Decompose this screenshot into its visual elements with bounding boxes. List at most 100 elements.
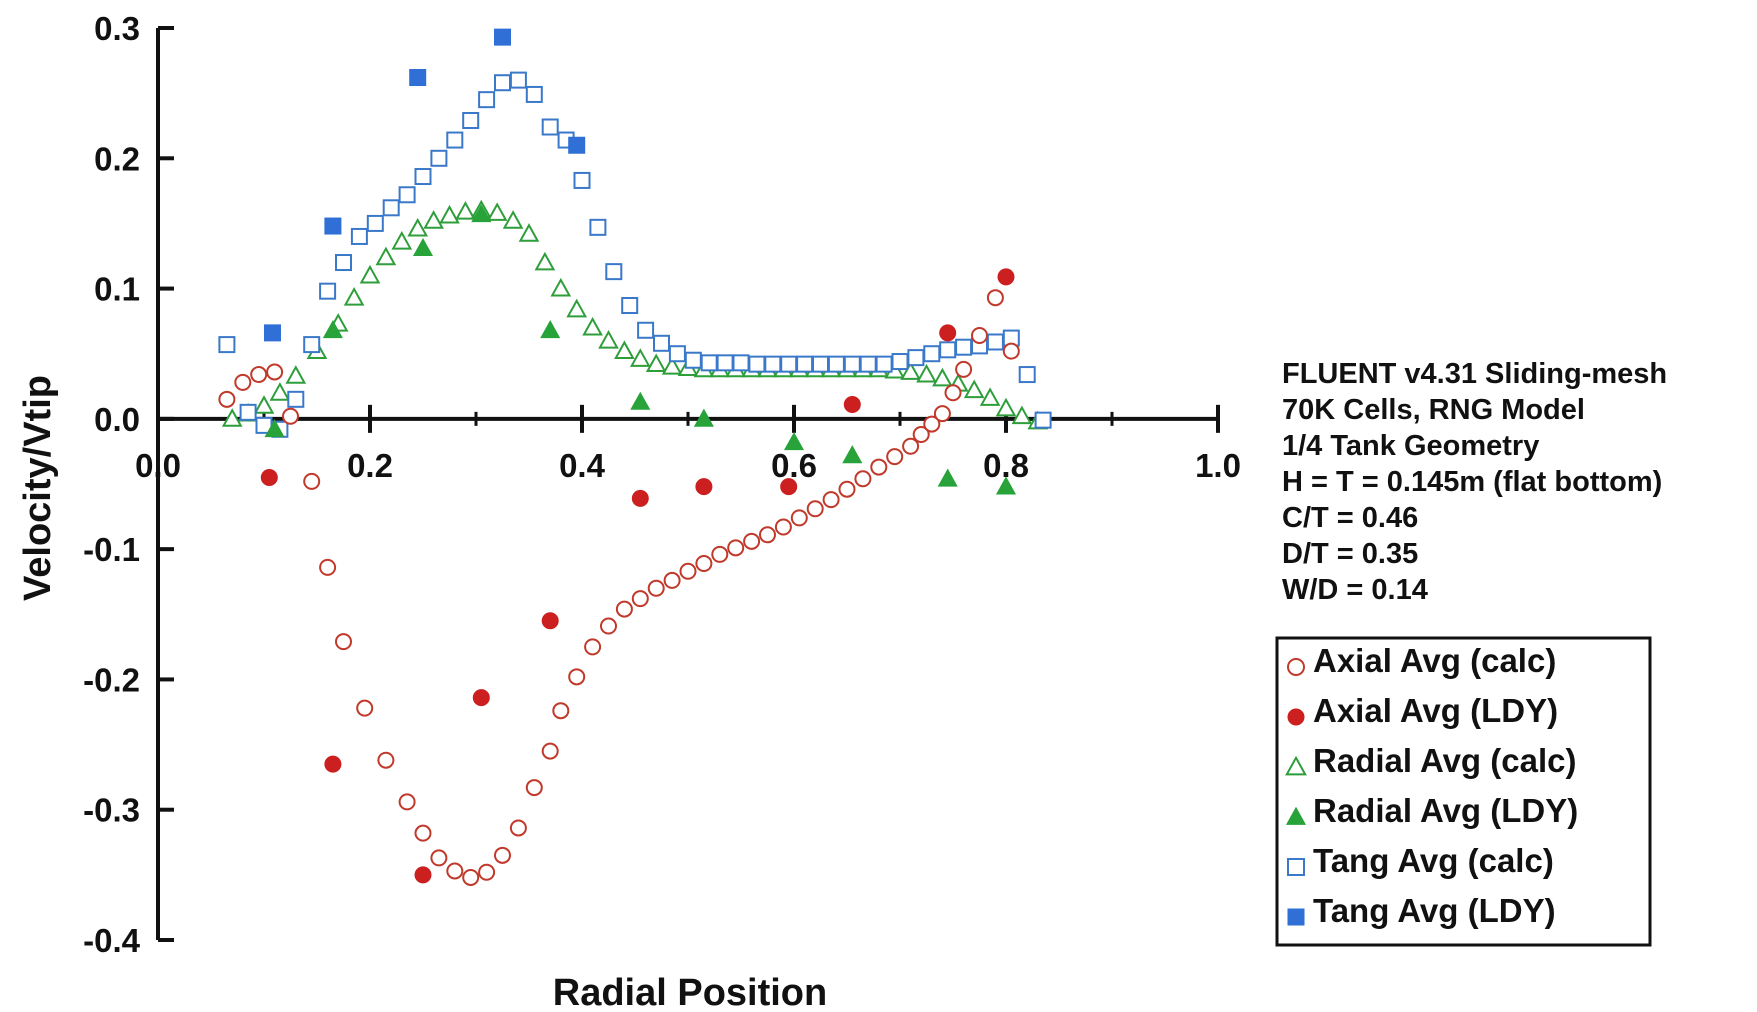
data-point	[900, 361, 921, 380]
data-point	[430, 849, 448, 867]
data-point	[398, 186, 416, 204]
data-point	[260, 468, 278, 486]
data-point	[319, 558, 337, 576]
data-point	[509, 71, 527, 89]
data-point	[727, 539, 745, 557]
data-point	[621, 297, 639, 315]
data-point	[335, 633, 352, 651]
data-point	[239, 403, 257, 421]
legend-marker	[1287, 858, 1305, 876]
y-tick-label: 0.3	[94, 10, 140, 47]
y-tick-label: -0.3	[83, 792, 140, 829]
note-line: H = T = 0.145m (flat bottom)	[1282, 466, 1662, 498]
data-point	[955, 338, 973, 356]
data-point	[907, 349, 925, 367]
data-point	[324, 217, 342, 235]
legend-label: Axial Avg (calc)	[1313, 642, 1556, 679]
model-notes: FLUENT v4.31 Sliding-mesh 70K Cells, RNG…	[1282, 358, 1667, 606]
data-point	[923, 345, 941, 363]
data-point	[540, 320, 561, 339]
data-point	[605, 263, 623, 281]
series-tang-avg-ldy	[263, 28, 586, 342]
axes	[156, 26, 1220, 942]
data-point	[568, 668, 586, 686]
data-point	[932, 367, 953, 387]
data-point	[439, 204, 460, 224]
data-point	[843, 396, 861, 414]
x-tick-label: 0.0	[135, 447, 181, 484]
data-point	[414, 168, 432, 186]
data-point	[630, 391, 651, 410]
y-axis-title: Velocity/Vtip	[17, 375, 59, 601]
data-point	[939, 324, 957, 342]
data-point	[663, 571, 681, 589]
data-point	[944, 384, 962, 402]
data-point	[995, 476, 1017, 495]
data-point	[269, 382, 291, 401]
data-point	[933, 405, 951, 423]
data-point	[615, 600, 633, 618]
data-point	[541, 612, 559, 630]
x-tick-label: 0.8	[983, 447, 1029, 484]
data-point	[414, 824, 432, 842]
data-point	[319, 282, 337, 300]
data-point	[870, 458, 888, 476]
x-tick-label: 0.6	[771, 447, 817, 484]
data-point	[322, 320, 343, 339]
note-line: C/T = 0.46	[1282, 502, 1418, 534]
legend-label: Radial Avg (LDY)	[1313, 792, 1578, 829]
data-point	[282, 407, 299, 425]
series-axial-avg-ldy	[260, 268, 1015, 884]
data-point	[806, 500, 824, 518]
data-point	[218, 336, 236, 354]
data-point	[359, 264, 381, 284]
legend-label: Axial Avg (LDY)	[1313, 692, 1558, 729]
data-point	[1002, 342, 1020, 360]
data-point	[891, 353, 909, 371]
data-point	[598, 330, 619, 349]
series-axial-avg-calc	[218, 289, 1020, 886]
data-point	[963, 379, 985, 399]
data-point	[780, 355, 798, 373]
data-point	[584, 638, 602, 656]
data-point	[486, 202, 508, 221]
data-point	[478, 863, 496, 881]
x-tick-label: 0.4	[559, 447, 606, 484]
x-tick-label: 0.2	[347, 447, 393, 484]
data-point	[350, 227, 368, 245]
data-point	[774, 518, 792, 536]
data-point	[614, 340, 635, 360]
data-point	[693, 408, 714, 427]
note-line: 1/4 Tank Geometry	[1282, 430, 1539, 462]
legend-marker	[1285, 806, 1307, 825]
data-point	[732, 354, 750, 372]
data-point	[462, 112, 480, 130]
data-point	[875, 355, 893, 373]
legend-label: Tang Avg (LDY)	[1313, 892, 1556, 929]
data-point	[838, 480, 856, 498]
data-point	[303, 472, 321, 490]
data-point	[366, 214, 384, 232]
data-point	[822, 491, 840, 509]
data-point	[971, 326, 988, 344]
data-point	[645, 353, 667, 373]
data-point	[716, 354, 734, 372]
data-point	[939, 341, 957, 359]
data-point	[382, 199, 400, 217]
data-point	[743, 532, 761, 550]
legend-markers	[1285, 658, 1307, 926]
y-tick-label: 0.0	[94, 401, 140, 438]
data-point	[509, 819, 527, 837]
data-point	[796, 355, 814, 373]
data-point	[391, 230, 413, 250]
data-point	[843, 355, 861, 373]
data-point	[335, 254, 352, 272]
data-point	[343, 287, 365, 306]
data-point	[455, 201, 476, 220]
data-point	[218, 390, 236, 408]
data-point	[525, 85, 543, 103]
data-point	[446, 862, 464, 880]
data-point	[518, 223, 540, 242]
data-point	[684, 351, 702, 369]
